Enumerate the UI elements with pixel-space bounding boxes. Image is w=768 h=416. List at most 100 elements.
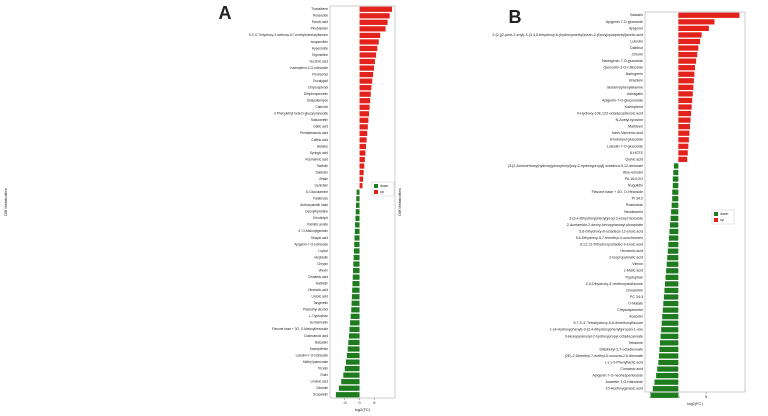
bar	[359, 32, 381, 39]
category-label: Rosmarinic acid	[305, 157, 328, 161]
bar	[665, 274, 679, 280]
bar	[359, 71, 374, 78]
category-label: Palatinose	[313, 197, 328, 201]
category-label: 8-Iodohyul-glucoside	[610, 138, 643, 142]
bar	[359, 13, 390, 19]
bar	[359, 19, 388, 25]
bar	[356, 202, 360, 208]
bar	[341, 379, 360, 385]
category-label: 10-Acetoxygeranic acid	[606, 387, 643, 391]
category-label: 8,12,13-Trihydroxyoctadec-9-enoic acid	[580, 243, 643, 247]
bar	[652, 386, 679, 392]
category-label: L-(-)-3-Phenyllactic acid	[605, 360, 643, 364]
category-label: PC 34:3	[630, 295, 643, 299]
bar	[348, 333, 360, 339]
bar	[663, 300, 679, 307]
bar	[678, 58, 697, 64]
bar	[678, 104, 692, 110]
category-label: 3-Hexopyranosyl-2-hydroxypropyl octadeca…	[565, 334, 643, 338]
bar	[678, 25, 709, 31]
bar	[668, 241, 679, 248]
category-label: O-Malate	[628, 302, 643, 306]
bar	[667, 248, 679, 254]
bar	[667, 255, 679, 261]
panel-label: A	[219, 3, 232, 23]
category-label: Kaempferide	[310, 347, 328, 351]
bar	[355, 215, 360, 221]
category-label: Brazilein	[629, 79, 643, 83]
bar	[672, 183, 679, 189]
bar	[666, 268, 679, 274]
category-label: Sinapaldehyde	[307, 99, 328, 103]
category-label: Methyl jasmonate	[303, 360, 328, 364]
bar	[678, 78, 694, 84]
category-label: Dalbinol	[630, 46, 643, 50]
bar	[359, 98, 371, 104]
bar	[349, 326, 360, 333]
bar	[650, 392, 679, 398]
category-label: Cinnamic acid	[308, 275, 328, 279]
category-label: Trigonelline	[312, 53, 329, 57]
bar	[338, 385, 360, 391]
category-label: Quinic acid	[625, 157, 643, 161]
category-label: Dodecanoic acid	[304, 334, 328, 338]
category-label: 5,6-Dihydroxy-8-octadeca-12-enoic acid	[579, 229, 643, 233]
bar	[678, 84, 694, 90]
category-label: 2-[2-[(2-pent-2-enyl)-3-(3,4,5-trihydrox…	[492, 33, 643, 37]
x-tick-label: 0	[677, 394, 680, 399]
category-label: Tryptophan	[625, 275, 643, 279]
category-label: Apigenin 7-O-glucoside	[606, 20, 643, 24]
category-label: Glutamylphenylalanine	[607, 85, 643, 89]
x-tick-label: -5	[343, 400, 347, 405]
bar	[335, 392, 360, 398]
category-label: Thunalbene	[311, 7, 328, 11]
y-axis-title: Diff Metabolites	[397, 188, 402, 216]
bar	[359, 183, 363, 189]
bar	[359, 78, 373, 84]
bar	[359, 137, 367, 143]
category-label: [3-[2-Aminoethoxy(hydroxy)phosphoryl]oxy…	[508, 164, 643, 168]
category-label: Chrysosplenol	[308, 86, 328, 90]
bar	[665, 281, 679, 287]
bar	[354, 228, 360, 235]
category-label: Chlorin	[632, 53, 643, 57]
bar	[662, 307, 679, 313]
category-label: trans-Vaccenic acid	[612, 131, 643, 135]
category-label: Succinic acid	[309, 59, 328, 63]
category-label: Isoquercitrin	[311, 40, 329, 44]
x-tick-label: 5	[705, 394, 708, 399]
category-label: (2E)-2-Dimethyl-7-methyl-5-oxoocta-2,6-d…	[565, 354, 643, 358]
bar	[343, 372, 360, 378]
bar	[359, 104, 370, 110]
category-label: Pinoresinol	[312, 72, 328, 76]
bar	[671, 209, 679, 215]
category-label: Taxifolin	[316, 164, 328, 168]
category-label: Vitexin	[318, 268, 328, 272]
category-label: Pentadecanoic acid	[300, 131, 328, 135]
y-axis-title: Diff Metabolites	[3, 188, 8, 216]
bar	[359, 26, 386, 32]
category-label: Deoxythymidine	[305, 210, 328, 214]
bar	[359, 6, 393, 12]
bar	[354, 241, 360, 248]
legend-label: down	[720, 212, 728, 216]
bar	[351, 307, 360, 313]
bar	[359, 124, 368, 130]
category-label: Rugulidin	[628, 184, 643, 188]
bar	[678, 12, 740, 18]
bar	[359, 169, 364, 176]
category-label: Kaempferol-3-O-rutinoside	[290, 66, 328, 70]
category-label: Hyperoside	[312, 46, 328, 50]
category-label: Marbleen	[628, 125, 643, 129]
bar	[678, 143, 689, 149]
bar	[351, 300, 360, 306]
category-label: Cinnamtrin	[626, 288, 643, 292]
bar	[678, 150, 688, 156]
category-label: Baicalein	[315, 340, 328, 344]
category-label: Apigenin	[629, 26, 643, 30]
bar	[668, 235, 679, 241]
legend-swatch	[714, 212, 718, 216]
category-label: Luteolin	[630, 39, 643, 43]
bar	[660, 333, 679, 339]
